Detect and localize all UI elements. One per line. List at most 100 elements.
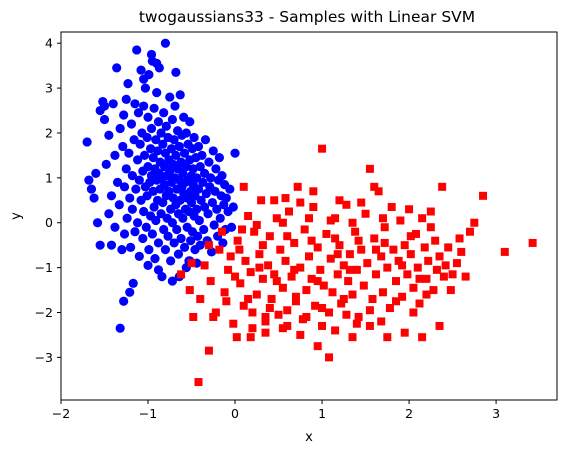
data-point-series-2 [224, 265, 233, 274]
data-point-series-2 [452, 259, 461, 268]
data-point-series-1 [135, 139, 145, 149]
data-point-series-2 [357, 198, 366, 207]
data-point-series-2 [331, 326, 340, 335]
x-tick-label: 3 [492, 406, 500, 421]
data-point-series-1 [86, 184, 97, 194]
data-point-series-2 [318, 304, 327, 312]
data-point-series-2 [378, 288, 387, 297]
data-point-series-1 [115, 123, 125, 134]
data-point-series-2 [296, 263, 305, 272]
data-point-series-1 [153, 265, 164, 275]
data-point-series-2 [389, 245, 398, 254]
plot-frame [60, 31, 558, 401]
data-point-series-2 [309, 203, 318, 212]
data-point-series-2 [406, 250, 415, 259]
data-point-series-2 [252, 220, 261, 229]
data-point-series-2 [196, 295, 205, 304]
data-point-series-1 [195, 162, 205, 172]
data-point-series-2 [429, 286, 438, 295]
data-point-series-2 [438, 182, 447, 191]
data-point-series-2 [305, 252, 313, 261]
data-point-series-2 [368, 295, 377, 304]
data-point-series-2 [215, 245, 224, 254]
data-point-series-2 [348, 290, 357, 299]
data-point-series-2 [283, 232, 292, 241]
data-point-series-2 [261, 317, 270, 326]
data-point-series-1 [127, 204, 137, 214]
data-point-series-2 [331, 234, 340, 243]
data-point-series-1 [110, 150, 120, 161]
data-point-series-1 [126, 119, 137, 129]
data-point-series-2 [328, 288, 337, 297]
data-point-series-2 [200, 261, 209, 270]
data-point-series-2 [309, 187, 318, 196]
data-point-series-1 [125, 193, 135, 203]
data-point-series-2 [374, 187, 383, 196]
data-point-series-1 [146, 49, 157, 60]
data-point-series-2 [479, 191, 488, 200]
data-point-series-2 [400, 328, 409, 337]
data-point-series-1 [141, 222, 151, 232]
data-point-series-2 [457, 247, 466, 256]
data-point-series-2 [272, 277, 281, 286]
data-point-series-2 [307, 274, 316, 283]
data-point-series-2 [265, 304, 274, 312]
data-point-series-2 [365, 164, 374, 173]
data-point-series-1 [185, 117, 195, 127]
data-point-series-1 [127, 171, 137, 181]
data-point-series-2 [359, 281, 368, 290]
data-point-series-2 [418, 214, 427, 223]
data-point-series-2 [380, 238, 389, 247]
data-point-series-2 [337, 299, 346, 308]
data-point-series-2 [335, 241, 344, 250]
data-point-series-1 [189, 132, 199, 143]
data-point-series-1 [199, 224, 209, 235]
data-point-series-1 [146, 144, 156, 154]
data-point-series-2 [326, 216, 335, 225]
data-point-series-1 [95, 240, 105, 250]
data-point-series-1 [192, 204, 202, 214]
data-point-series-2 [415, 299, 424, 308]
x-tick-label: 1 [318, 406, 326, 421]
data-point-series-2 [255, 263, 264, 272]
data-point-series-2 [291, 292, 300, 301]
data-point-series-1 [163, 231, 173, 241]
data-point-series-1 [89, 193, 99, 203]
data-point-series-2 [348, 218, 357, 227]
data-point-series-2 [229, 319, 238, 328]
data-point-series-1 [99, 114, 110, 125]
data-point-series-1 [200, 135, 211, 145]
data-point-series-1 [140, 83, 151, 93]
points-layer [82, 38, 537, 387]
data-point-series-2 [370, 182, 379, 191]
data-point-series-2 [405, 205, 414, 214]
data-point-series-2 [322, 229, 331, 238]
data-point-series-2 [500, 247, 509, 256]
data-point-series-1 [106, 191, 117, 201]
data-point-series-2 [383, 263, 392, 272]
data-point-series-1 [119, 182, 130, 192]
data-point-series-1 [139, 74, 149, 84]
data-point-series-2 [296, 198, 305, 207]
data-point-series-1 [122, 213, 132, 223]
data-point-series-1 [171, 67, 181, 77]
data-point-series-2 [435, 252, 444, 261]
data-point-series-2 [528, 238, 537, 247]
data-point-series-2 [209, 312, 218, 321]
data-point-series-2 [226, 252, 235, 261]
data-point-series-1 [146, 123, 157, 134]
data-point-series-2 [412, 229, 421, 238]
data-point-series-2 [211, 308, 220, 317]
data-point-series-2 [333, 250, 342, 259]
data-point-series-2 [326, 254, 335, 263]
data-point-series-1 [152, 87, 162, 98]
data-point-series-1 [209, 220, 219, 230]
data-point-series-1 [124, 148, 134, 158]
data-point-series-1 [188, 164, 198, 174]
data-point-series-2 [351, 227, 360, 236]
data-point-series-1 [104, 209, 114, 219]
data-point-series-2 [272, 214, 281, 223]
data-point-series-1 [194, 215, 204, 226]
data-point-series-1 [160, 245, 171, 255]
